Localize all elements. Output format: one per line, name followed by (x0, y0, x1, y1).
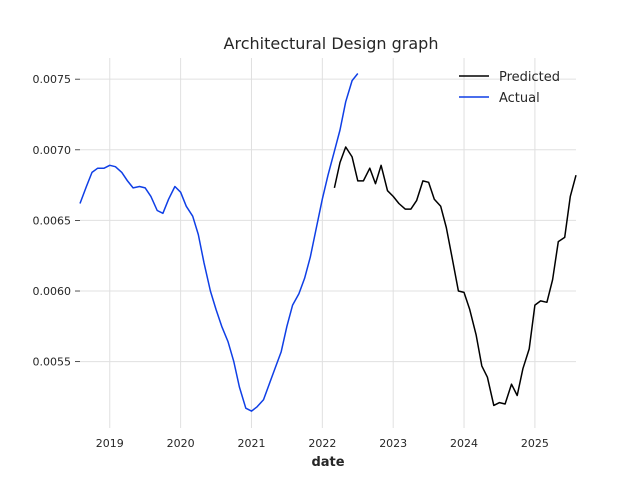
x-tick-label: 2022 (308, 437, 336, 450)
y-tick-label: 0.0065 (33, 214, 72, 227)
y-tick-label: 0.0060 (33, 285, 72, 298)
y-tick-labels: 0.0055 0.0060 0.0065 0.0070 0.0075 (33, 73, 80, 369)
x-tick-label: 2020 (167, 437, 195, 450)
series-line-predicted (333, 146, 577, 407)
x-tick-label: 2019 (96, 437, 124, 450)
series-layer (79, 73, 577, 412)
x-tick-label: 2023 (379, 437, 407, 450)
y-tick-label: 0.0055 (33, 356, 72, 369)
x-tick-label: 2025 (521, 437, 549, 450)
series-line-actual (79, 73, 359, 412)
legend: Predicted Actual (459, 70, 560, 106)
x-tick-label: 2024 (450, 437, 478, 450)
x-axis-label: date (311, 455, 344, 470)
legend-label-actual: Actual (499, 91, 540, 106)
x-tick-labels: 2019 2020 2021 2022 2023 2024 2025 (96, 437, 549, 450)
chart-title: Architectural Design graph (224, 34, 439, 53)
legend-label-predicted: Predicted (499, 70, 560, 85)
x-tick-label: 2021 (237, 437, 265, 450)
y-tick-label: 0.0075 (33, 73, 72, 86)
y-tick-label: 0.0070 (33, 144, 72, 157)
gridlines (80, 58, 576, 428)
